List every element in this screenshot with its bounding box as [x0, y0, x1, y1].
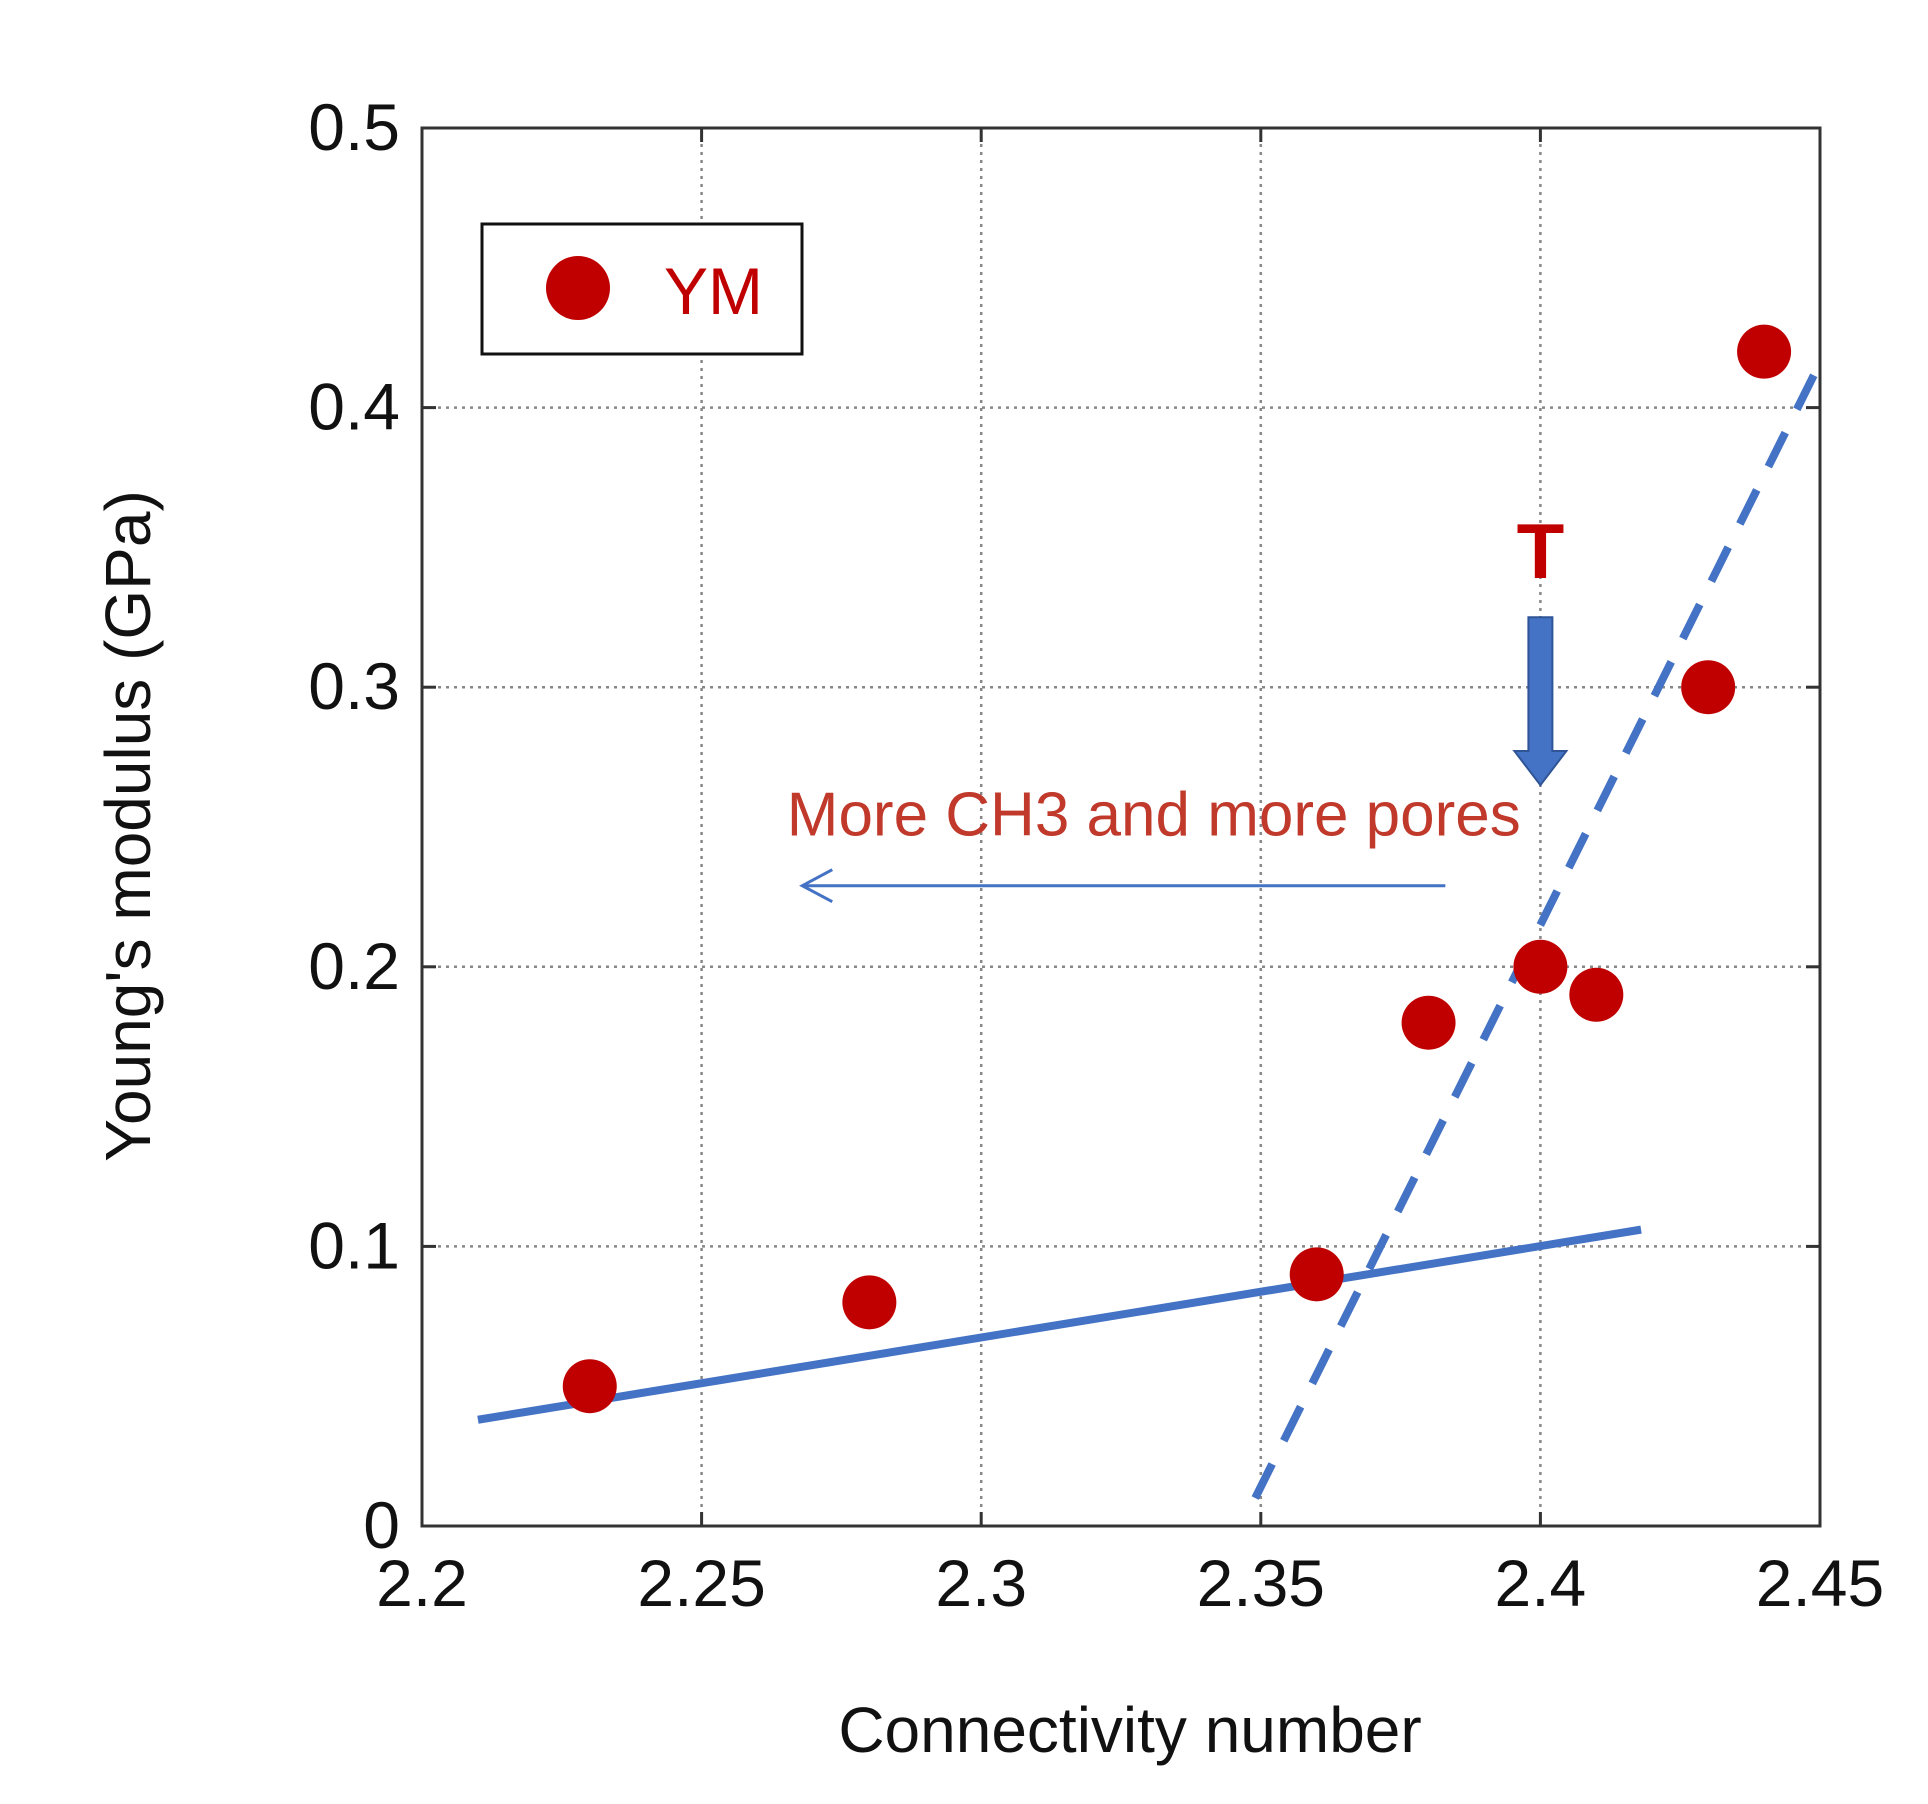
data-point [1401, 995, 1456, 1050]
y-tick-label: 0.2 [308, 929, 400, 1003]
trend-lines [477, 372, 1818, 1500]
grid [422, 128, 1820, 1526]
x-tick-label: 2.4 [1495, 1546, 1587, 1620]
dashed-trend-line [1251, 372, 1818, 1500]
legend-box [480, 222, 804, 356]
x-tick-label: 2.2 [376, 1546, 468, 1620]
y-axis-title: Young's modulus (GPa) [92, 490, 164, 1162]
data-point [1569, 967, 1624, 1022]
x-tick-label: 2.45 [1756, 1546, 1884, 1620]
y-tick-label: 0.1 [308, 1208, 400, 1282]
y-tick-label: 0.4 [308, 370, 400, 444]
x-tick-label: 2.35 [1197, 1546, 1325, 1620]
x-axis-title: Connectivity number [838, 1694, 1421, 1766]
direction-arrowhead [799, 868, 833, 904]
legend-label: YM [664, 254, 763, 328]
data-point [1681, 660, 1736, 715]
y-tick-label: 0 [363, 1488, 400, 1562]
data-point [562, 1359, 617, 1414]
direction-arrow-label: More CH3 and more pores [787, 781, 1521, 850]
legend: YM [480, 222, 804, 356]
transition-label: T [1517, 507, 1565, 595]
legend-marker [546, 256, 610, 320]
data-points [562, 324, 1792, 1414]
data-point [1737, 324, 1792, 379]
data-point [1513, 939, 1568, 994]
solid-trend-line [477, 1225, 1642, 1424]
data-point [1289, 1247, 1344, 1302]
axis-ticks: 2.2 2.25 2.3 2.35 2.4 2.45 0 0.1 0.2 0.3 0.4 0.5 [308, 90, 1884, 1620]
data-point [842, 1275, 897, 1330]
annotations: More CH3 and more pores T [787, 507, 1569, 904]
y-tick-label: 0.3 [308, 649, 400, 723]
x-tick-label: 2.3 [935, 1546, 1027, 1620]
y-tick-label: 0.5 [308, 90, 400, 164]
transition-down-arrow [1512, 616, 1569, 787]
x-tick-label: 2.25 [637, 1546, 765, 1620]
plot-area-frame [420, 126, 1822, 1528]
